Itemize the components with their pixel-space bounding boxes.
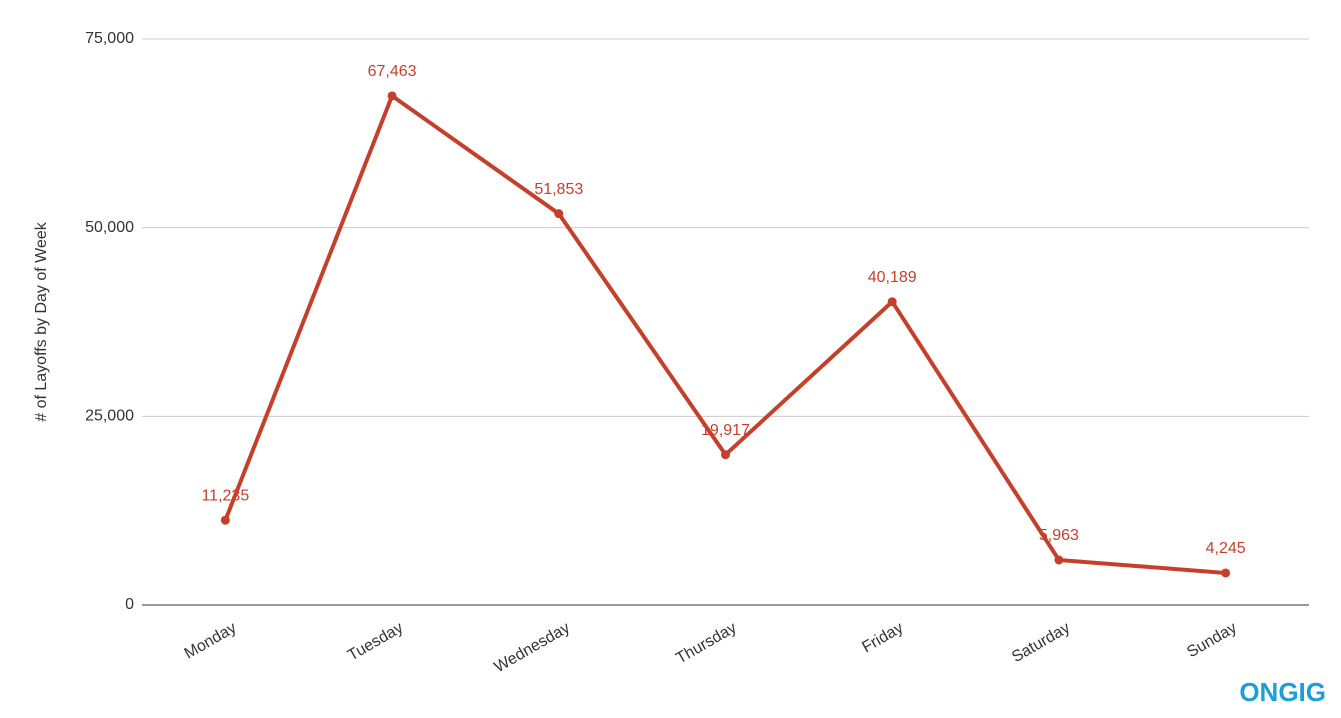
x-tick-label: Wednesday — [491, 619, 572, 676]
y-axis-title: # of Layoffs by Day of Week — [33, 221, 50, 422]
point — [721, 450, 730, 460]
watermark: ONGIG — [1239, 677, 1326, 707]
x-tick-label: Tuesday — [345, 619, 406, 664]
value-label: 11,235 — [201, 487, 249, 504]
value-label: 67,463 — [368, 63, 417, 80]
x-tick-label: Sunday — [1184, 619, 1240, 661]
point — [554, 209, 564, 219]
x-tick-label: Friday — [859, 619, 906, 656]
value-label: 19,917 — [701, 422, 750, 439]
value-label: 51,853 — [534, 181, 583, 198]
y-tick-label: 75,000 — [85, 30, 134, 47]
y-tick-label: 25,000 — [85, 408, 134, 425]
point — [1054, 555, 1064, 565]
point — [887, 297, 897, 307]
value-label: 40,189 — [868, 269, 917, 286]
x-tick-label: Saturday — [1009, 619, 1073, 666]
value-label: 5,963 — [1039, 527, 1079, 544]
x-tick-label: Thursday — [673, 619, 739, 667]
value-label: 4,245 — [1206, 540, 1246, 557]
point — [1221, 568, 1231, 578]
line — [223, 93, 1226, 575]
x-tick-label: Monday — [182, 619, 240, 662]
point — [387, 91, 397, 101]
y-tick-label: 0 — [125, 596, 134, 613]
point — [220, 515, 230, 525]
y-tick-label: 50,000 — [85, 219, 134, 236]
